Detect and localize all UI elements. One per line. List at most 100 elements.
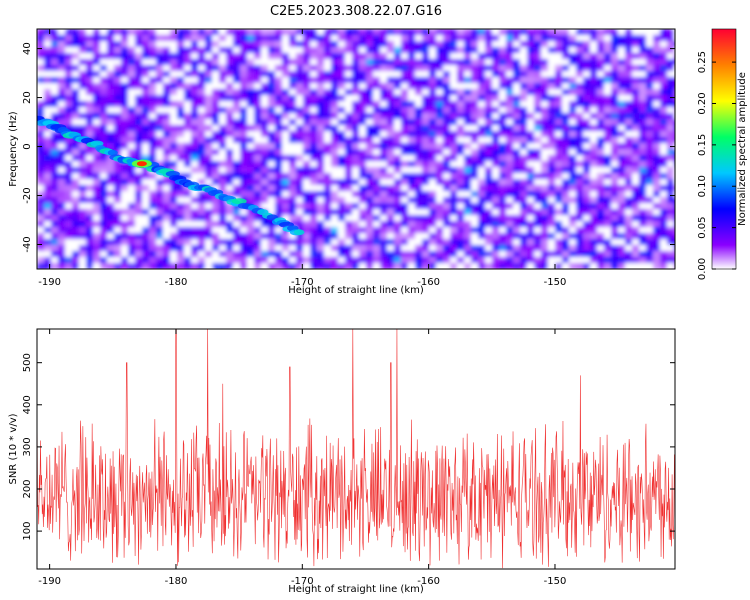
heatmap-cell [401, 221, 409, 228]
heatmap-cell [590, 257, 598, 264]
heatmap-cell [100, 53, 108, 60]
heatmap-cell [142, 239, 150, 246]
heatmap-cell [387, 161, 395, 168]
heatmap-cell [86, 41, 94, 48]
heatmap-cell [520, 53, 528, 60]
heatmap-cell [499, 35, 507, 42]
heatmap-cell [422, 119, 430, 126]
heatmap-cell [324, 59, 332, 66]
heatmap-cell [100, 83, 108, 90]
heatmap-cell [632, 131, 640, 138]
heatmap-cell [219, 149, 227, 156]
heatmap-cell [142, 53, 150, 60]
heatmap-cell [548, 257, 556, 264]
heatmap-cell [618, 179, 626, 186]
heatmap-cell [170, 227, 178, 234]
heatmap-cell [534, 107, 542, 114]
heatmap-cell [590, 53, 598, 60]
heatmap-cell [408, 257, 416, 264]
heatmap-cell [114, 233, 122, 240]
heatmap-cell [338, 251, 346, 258]
heatmap-cell [79, 263, 87, 269]
heatmap-cell [163, 95, 171, 102]
heatmap-cell [604, 197, 612, 204]
heatmap-cell [576, 197, 584, 204]
heatmap-cell [373, 95, 381, 102]
heatmap-cell [324, 179, 332, 186]
heatmap-cell [520, 101, 528, 108]
heatmap-cell [142, 227, 150, 234]
heatmap-cell [604, 239, 612, 246]
heatmap-cell [555, 137, 563, 144]
heatmap-cell [548, 101, 556, 108]
heatmap-cell [149, 95, 157, 102]
heatmap-cell [611, 245, 619, 252]
heatmap-cell [366, 215, 374, 222]
heatmap-cell [282, 203, 290, 210]
heatmap-cell [44, 167, 52, 174]
heatmap-cell [226, 59, 234, 66]
heatmap-cell [233, 137, 241, 144]
heatmap-cell [282, 191, 290, 198]
heatmap-cell [205, 101, 213, 108]
heatmap-cell [184, 95, 192, 102]
heatmap-cell [247, 113, 255, 120]
heatmap-cell [499, 101, 507, 108]
heatmap-cell [254, 41, 262, 48]
heatmap-cell [429, 239, 437, 246]
heatmap-cell [632, 101, 640, 108]
heatmap-cell [331, 35, 339, 42]
heatmap-cell [177, 239, 185, 246]
heatmap-cell [268, 161, 276, 168]
heatmap-cell [660, 149, 668, 156]
heatmap-cell [345, 143, 353, 150]
heatmap-cell [541, 125, 549, 132]
heatmap-cell [93, 77, 101, 84]
heatmap-cell [212, 137, 220, 144]
heatmap-cell [345, 191, 353, 198]
heatmap-cell [331, 173, 339, 180]
heatmap-cell [457, 221, 465, 228]
heatmap-cell [191, 101, 199, 108]
heatmap-cell [667, 167, 675, 174]
heatmap-cell [44, 95, 52, 102]
heatmap-cell [275, 83, 283, 90]
heatmap-cell [219, 221, 227, 228]
heatmap-cell [142, 233, 150, 240]
heatmap-cell [184, 185, 192, 192]
heatmap-cell [51, 143, 59, 150]
heatmap-cell [380, 41, 388, 48]
heatmap-cell [254, 101, 262, 108]
heatmap-cell [212, 119, 220, 126]
heatmap-cell [51, 47, 59, 54]
heatmap-cell [142, 41, 150, 48]
heatmap-cell [205, 197, 213, 204]
heatmap-cell [72, 149, 80, 156]
heatmap-cell [590, 215, 598, 222]
heatmap-cell [632, 215, 640, 222]
heatmap-cell [597, 29, 605, 36]
heatmap-cell [240, 65, 248, 72]
heatmap-cell [289, 65, 297, 72]
heatmap-cell [478, 35, 486, 42]
x-tick-label: -170 [291, 277, 314, 288]
heatmap-cell [93, 245, 101, 252]
heatmap-cell [247, 227, 255, 234]
heatmap-cell [303, 185, 311, 192]
heatmap-cell [177, 197, 185, 204]
heatmap-cell [604, 137, 612, 144]
heatmap-cell [443, 179, 451, 186]
heatmap-cell [590, 245, 598, 252]
heatmap-cell [583, 245, 591, 252]
heatmap-cell [135, 149, 143, 156]
heatmap-cell [296, 197, 304, 204]
heatmap-cell [520, 107, 528, 114]
heatmap-cell [37, 185, 45, 192]
heatmap-cell [128, 113, 136, 120]
heatmap-cell [576, 173, 584, 180]
heatmap-cell [114, 221, 122, 228]
heatmap-cell [492, 221, 500, 228]
heatmap-cell [338, 197, 346, 204]
heatmap-cell [436, 221, 444, 228]
heatmap-cell [611, 251, 619, 258]
